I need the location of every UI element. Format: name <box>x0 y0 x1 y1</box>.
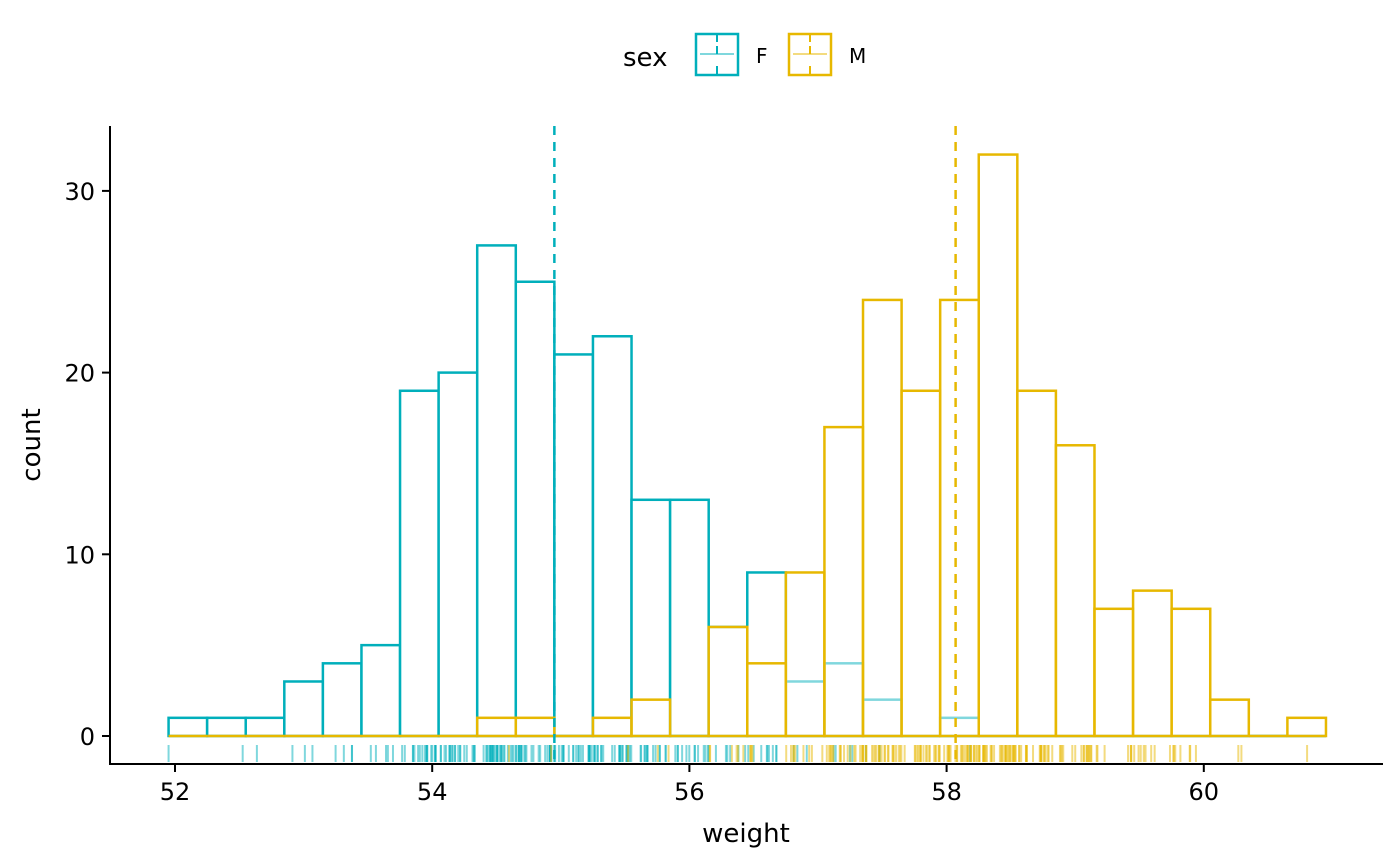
bar-m <box>977 153 1019 738</box>
legend: sex F M <box>623 32 866 77</box>
bar-f <box>668 498 710 738</box>
bar-m <box>1093 607 1135 738</box>
bar-f <box>360 643 402 738</box>
bar-f <box>591 335 633 738</box>
x-tick-label: 56 <box>674 778 705 806</box>
series-m <box>168 153 1328 738</box>
bar-m <box>938 298 980 738</box>
bar-f <box>283 680 325 738</box>
bar-f <box>321 662 363 738</box>
x-axis-title: weight <box>702 819 790 849</box>
plot-area <box>167 126 1328 764</box>
bar-m <box>784 571 826 738</box>
bar-m <box>707 625 749 738</box>
y-axis-title: count <box>17 408 47 481</box>
bar-m <box>900 389 942 738</box>
bar-f <box>205 716 247 738</box>
bar-f <box>244 716 286 738</box>
y-tick-label: 30 <box>64 178 95 206</box>
legend-title: sex <box>623 43 667 73</box>
bar-m <box>1170 607 1212 738</box>
bar-m <box>861 298 903 738</box>
y-tick-label: 20 <box>64 360 95 388</box>
x-tick-label: 60 <box>1189 778 1220 806</box>
bar-m <box>1016 389 1058 738</box>
legend-key-m <box>787 32 833 77</box>
bar-m <box>746 662 788 738</box>
legend-label-f: F <box>756 44 768 68</box>
rug-m <box>507 745 1309 762</box>
bar-f <box>514 280 556 738</box>
bar-f <box>167 716 209 738</box>
bar-m <box>475 716 518 738</box>
bar-f <box>398 389 440 738</box>
bar-m <box>630 698 672 738</box>
y-tick-label: 0 <box>80 723 95 751</box>
bar-m <box>591 716 633 738</box>
y-tick-label: 10 <box>64 541 95 569</box>
bar-f <box>475 244 518 738</box>
legend-label-m: M <box>849 44 866 68</box>
rug-f <box>167 745 971 762</box>
x-tick-label: 58 <box>931 778 962 806</box>
bar-f <box>437 371 479 738</box>
bar-m <box>1054 444 1096 738</box>
x-tick-label: 52 <box>160 778 191 806</box>
bar-m <box>823 425 865 738</box>
bar-m <box>514 716 556 738</box>
bar-m <box>1286 716 1328 738</box>
x-tick-label: 54 <box>417 778 448 806</box>
axes: 52 54 56 58 60 0 10 20 30 <box>64 126 1383 806</box>
bar-m <box>1208 698 1251 738</box>
bar-f <box>553 353 595 738</box>
legend-key-f <box>694 32 740 77</box>
bar-m <box>1131 589 1173 738</box>
